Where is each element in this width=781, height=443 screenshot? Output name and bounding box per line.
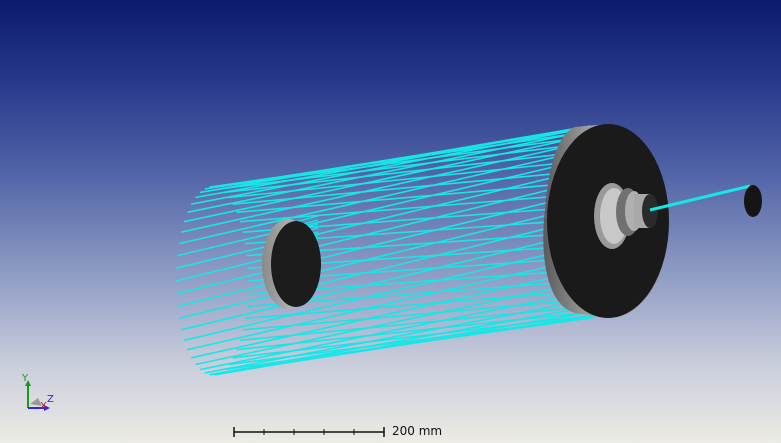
ray-line	[242, 296, 616, 331]
triad-x-label: X	[40, 401, 47, 412]
ray-line	[239, 303, 611, 342]
ray-line	[214, 133, 607, 188]
ray-line	[224, 147, 616, 194]
triad-graphic	[25, 380, 50, 411]
ray-line	[209, 308, 574, 376]
ray-line	[219, 139, 612, 190]
ray-line	[187, 264, 555, 351]
triad-y-label: Y	[22, 373, 29, 384]
ray-line	[204, 302, 570, 374]
coordinate-triad-icon[interactable]: Y X Z	[16, 372, 60, 416]
ray-line	[214, 313, 580, 376]
ray-line	[178, 226, 551, 320]
scale-bar: 200 mm	[232, 422, 454, 440]
ray-line	[183, 252, 553, 342]
ray-line	[195, 286, 561, 366]
hub	[616, 188, 658, 236]
ray-line	[209, 129, 602, 188]
output-beam	[649, 184, 751, 212]
scale-bar-label: 200 mm	[392, 424, 443, 438]
annular-disk	[543, 124, 669, 318]
triad-z-label: Z	[47, 394, 54, 405]
ray-line	[181, 239, 551, 331]
ray-line	[191, 275, 558, 359]
ray-line	[199, 295, 565, 371]
detector	[744, 185, 762, 217]
scale-ruler	[233, 427, 385, 437]
entrance-aperture	[262, 219, 321, 309]
